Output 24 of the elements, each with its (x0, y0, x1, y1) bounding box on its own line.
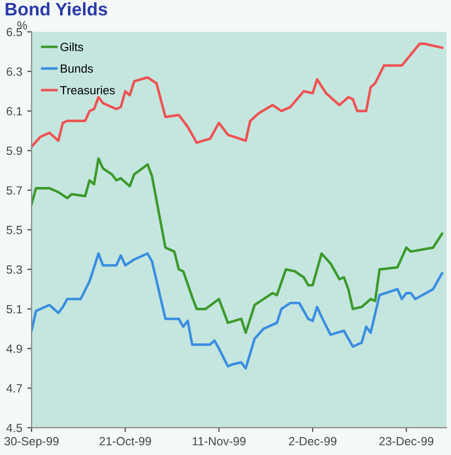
y-tick-label: 6.3 (6, 67, 22, 76)
line-series (32, 252, 444, 370)
y-tick-label: 5.5 (6, 226, 22, 234)
y-tick-label: 5.1 (6, 305, 22, 314)
legend-label: Treasuries (60, 86, 115, 94)
x-tick-label: 11-Nov-99 (192, 437, 246, 446)
y-tick-label: 5.7 (6, 186, 22, 195)
line-series (32, 42, 444, 148)
y-tick-label: 6.5 (6, 28, 22, 36)
y-tick-label: 4.7 (6, 384, 22, 392)
y-tick-label: 4.5 (6, 424, 22, 432)
legend-label: Gilts (60, 42, 84, 52)
y-tick-label: 5.3 (6, 265, 22, 274)
chart-title: Bond Yields (6, 2, 108, 16)
x-tick-label: 30-Sep-99 (4, 437, 59, 448)
line-series (32, 157, 444, 334)
x-tick-label: 2-Dec-99 (288, 437, 336, 446)
y-tick-label: 4.9 (6, 344, 22, 353)
y-axis-title: % (17, 21, 27, 30)
y-tick-label: 6.1 (6, 107, 22, 116)
x-tick-label: 23-Dec-99 (379, 437, 434, 446)
y-tick-label: 5.9 (6, 146, 22, 155)
x-tick-label: 21-Oct-99 (100, 437, 151, 446)
legend-label: Bunds (60, 64, 93, 73)
